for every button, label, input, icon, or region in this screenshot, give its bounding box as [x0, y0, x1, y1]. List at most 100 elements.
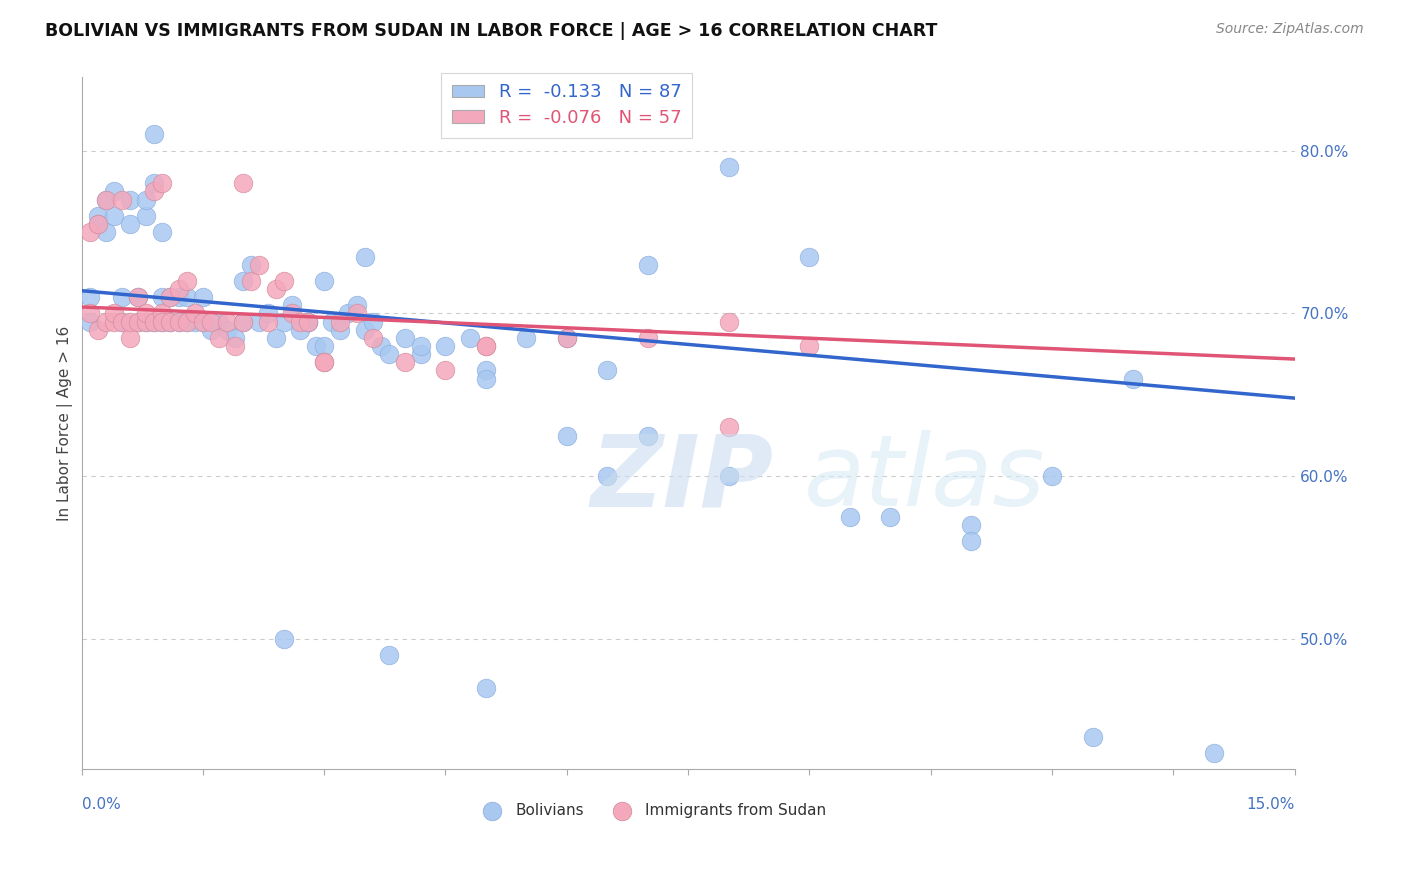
Point [127, 290, 149, 304]
Point [135, 315, 157, 329]
Text: BOLIVIAN VS IMMIGRANTS FROM SUDAN IN LABOR FORCE | AGE > 16 CORRELATION CHART: BOLIVIAN VS IMMIGRANTS FROM SUDAN IN LAB… [45, 22, 938, 40]
Point [475, 339, 498, 353]
Point [249, 258, 271, 272]
Point [596, 363, 619, 377]
Legend: Bolivians, Immigrants from Sudan: Bolivians, Immigrants from Sudan [471, 797, 832, 824]
Point [346, 298, 368, 312]
Point [273, 315, 295, 329]
Point [159, 290, 181, 304]
Point [321, 315, 343, 329]
Point [288, 315, 311, 329]
Point [167, 290, 190, 304]
Point [240, 258, 263, 272]
Point [361, 331, 384, 345]
Point [167, 315, 190, 329]
Point [378, 347, 401, 361]
Point [191, 315, 214, 329]
Point [281, 298, 304, 312]
Point [86, 209, 108, 223]
Text: Source: ZipAtlas.com: Source: ZipAtlas.com [1216, 22, 1364, 37]
Point [799, 250, 821, 264]
Point [717, 315, 740, 329]
Point [337, 306, 360, 320]
Point [960, 518, 983, 533]
Point [135, 315, 157, 329]
Point [152, 225, 174, 239]
Point [127, 290, 149, 304]
Point [555, 428, 578, 442]
Point [411, 339, 433, 353]
Point [143, 185, 166, 199]
Point [103, 315, 125, 329]
Point [111, 290, 134, 304]
Point [86, 323, 108, 337]
Point [555, 331, 578, 345]
Point [94, 315, 117, 329]
Point [637, 428, 659, 442]
Point [94, 193, 117, 207]
Point [79, 315, 101, 329]
Point [143, 128, 166, 142]
Point [224, 339, 246, 353]
Y-axis label: In Labor Force | Age > 16: In Labor Force | Age > 16 [58, 326, 73, 521]
Point [1081, 730, 1104, 744]
Point [224, 331, 246, 345]
Point [118, 331, 141, 345]
Point [159, 315, 181, 329]
Point [152, 176, 174, 190]
Point [717, 420, 740, 434]
Point [717, 469, 740, 483]
Point [799, 339, 821, 353]
Point [127, 315, 149, 329]
Point [79, 290, 101, 304]
Point [475, 681, 498, 695]
Point [370, 339, 392, 353]
Point [79, 225, 101, 239]
Point [176, 315, 198, 329]
Point [103, 185, 125, 199]
Point [152, 290, 174, 304]
Point [118, 193, 141, 207]
Point [94, 225, 117, 239]
Point [176, 315, 198, 329]
Point [79, 306, 101, 320]
Point [515, 331, 537, 345]
Point [264, 282, 287, 296]
Point [273, 274, 295, 288]
Text: atlas: atlas [803, 430, 1045, 527]
Point [167, 282, 190, 296]
Point [434, 339, 457, 353]
Point [232, 176, 254, 190]
Point [434, 363, 457, 377]
Point [458, 331, 481, 345]
Point [135, 209, 157, 223]
Point [353, 250, 375, 264]
Point [394, 355, 416, 369]
Point [167, 315, 190, 329]
Point [297, 315, 319, 329]
Point [118, 315, 141, 329]
Point [264, 331, 287, 345]
Point [232, 315, 254, 329]
Point [879, 510, 901, 524]
Point [111, 315, 134, 329]
Point [475, 363, 498, 377]
Point [411, 347, 433, 361]
Point [240, 274, 263, 288]
Point [256, 306, 278, 320]
Point [346, 306, 368, 320]
Point [1040, 469, 1063, 483]
Point [86, 217, 108, 231]
Point [184, 306, 207, 320]
Text: 0.0%: 0.0% [82, 797, 121, 812]
Point [143, 315, 166, 329]
Point [838, 510, 860, 524]
Point [256, 315, 278, 329]
Point [159, 315, 181, 329]
Point [475, 339, 498, 353]
Point [200, 323, 222, 337]
Point [273, 632, 295, 646]
Point [232, 274, 254, 288]
Point [208, 315, 231, 329]
Point [159, 290, 181, 304]
